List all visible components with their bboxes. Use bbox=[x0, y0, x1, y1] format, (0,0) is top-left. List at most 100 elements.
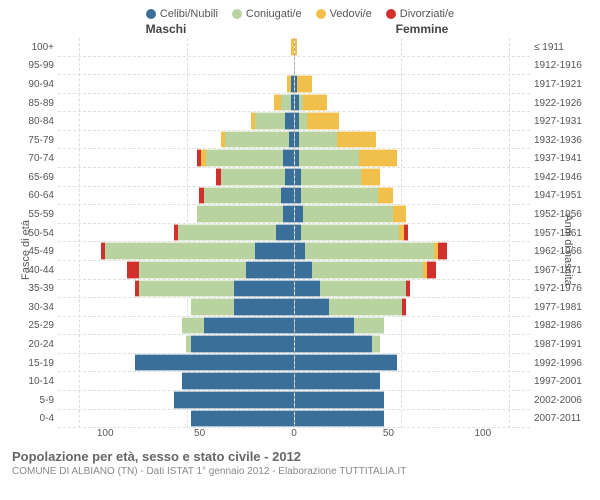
bar-segment bbox=[285, 112, 294, 130]
legend-item: Vedovi/e bbox=[316, 8, 372, 20]
age-label: 50-54 bbox=[12, 224, 58, 243]
birth-year-label: 1982-1986 bbox=[530, 317, 588, 336]
birth-year-axis: ≤ 19111912-19161917-19211922-19261927-19… bbox=[530, 38, 588, 428]
bar-segment bbox=[402, 298, 406, 316]
age-label: 80-84 bbox=[12, 112, 58, 131]
bar-row bbox=[58, 149, 530, 168]
bar-row bbox=[58, 205, 530, 224]
legend-swatch bbox=[316, 9, 326, 19]
bar-row bbox=[58, 298, 530, 317]
legend-swatch bbox=[232, 9, 242, 19]
birth-year-label: 1967-1971 bbox=[530, 261, 588, 280]
bar-segment bbox=[295, 354, 398, 372]
bar-segment bbox=[191, 335, 294, 353]
bar-segment bbox=[291, 75, 293, 93]
x-tick: 100 bbox=[436, 428, 530, 439]
bar-segment bbox=[139, 280, 233, 298]
bar-row bbox=[58, 280, 530, 299]
age-label: 100+ bbox=[12, 38, 58, 57]
bar-segment bbox=[295, 391, 385, 409]
male-bar bbox=[58, 205, 295, 223]
bar-segment bbox=[303, 94, 327, 112]
bar-row bbox=[58, 391, 530, 410]
bar-segment bbox=[301, 187, 378, 205]
male-bar bbox=[58, 317, 295, 335]
birth-year-label: 1942-1946 bbox=[530, 168, 588, 187]
bar-segment bbox=[295, 372, 381, 390]
female-bar bbox=[295, 280, 531, 298]
female-bar bbox=[295, 317, 531, 335]
right-axis-label: Anni di nascita bbox=[562, 214, 574, 286]
bar-segment bbox=[291, 94, 293, 112]
bar-row bbox=[58, 372, 530, 391]
birth-year-label: 1912-1916 bbox=[530, 57, 588, 76]
bar-segment bbox=[299, 112, 308, 130]
x-tick: 50 bbox=[152, 428, 246, 439]
female-bar bbox=[295, 149, 531, 167]
birth-year-label: 1972-1976 bbox=[530, 280, 588, 299]
bar-segment bbox=[234, 298, 294, 316]
birth-year-label: 2007-2011 bbox=[530, 410, 588, 429]
birth-year-label: 2002-2006 bbox=[530, 391, 588, 410]
male-bar bbox=[58, 94, 295, 112]
bar-segment bbox=[295, 335, 372, 353]
bar-segment bbox=[191, 298, 234, 316]
age-label: 95-99 bbox=[12, 57, 58, 76]
birth-year-label: 1992-1996 bbox=[530, 354, 588, 373]
female-bar bbox=[295, 94, 531, 112]
bar-segment bbox=[289, 131, 293, 149]
column-headers: Maschi Femmine bbox=[12, 22, 588, 36]
male-bar bbox=[58, 57, 295, 75]
age-label: 0-4 bbox=[12, 410, 58, 429]
male-bar bbox=[58, 335, 295, 353]
bar-row bbox=[58, 168, 530, 187]
bar-row bbox=[58, 57, 530, 76]
male-bar bbox=[58, 131, 295, 149]
bar-segment bbox=[295, 317, 355, 335]
chart-legend: Celibi/NubiliConiugati/eVedovi/eDivorzia… bbox=[12, 8, 588, 20]
bar-segment bbox=[291, 38, 293, 56]
female-bar bbox=[295, 242, 531, 260]
bar-segment bbox=[255, 242, 294, 260]
age-label: 55-59 bbox=[12, 205, 58, 224]
age-label: 15-19 bbox=[12, 354, 58, 373]
age-label: 25-29 bbox=[12, 317, 58, 336]
males-header: Maschi bbox=[58, 22, 294, 36]
bar-segment bbox=[178, 224, 276, 242]
age-axis: 100+95-9990-9485-8980-8475-7970-7465-696… bbox=[12, 38, 58, 428]
bar-segment bbox=[295, 298, 329, 316]
bar-row bbox=[58, 187, 530, 206]
birth-year-label: 1922-1926 bbox=[530, 94, 588, 113]
birth-year-label: 1947-1951 bbox=[530, 187, 588, 206]
age-label: 10-14 bbox=[12, 372, 58, 391]
bar-segment bbox=[359, 149, 398, 167]
bar-row bbox=[58, 317, 530, 336]
legend-label: Vedovi/e bbox=[330, 8, 372, 20]
legend-swatch bbox=[386, 9, 396, 19]
bar-segment bbox=[255, 112, 285, 130]
male-bar bbox=[58, 187, 295, 205]
birth-year-label: 1987-1991 bbox=[530, 335, 588, 354]
bar-segment bbox=[295, 242, 306, 260]
bar-segment bbox=[127, 261, 140, 279]
bar-row bbox=[58, 354, 530, 373]
bar-segment bbox=[406, 280, 410, 298]
male-bar bbox=[58, 168, 295, 186]
bar-segment bbox=[361, 168, 380, 186]
bar-segment bbox=[378, 187, 393, 205]
female-bar bbox=[295, 57, 531, 75]
age-label: 30-34 bbox=[12, 298, 58, 317]
bar-segment bbox=[312, 261, 423, 279]
bar-segment bbox=[337, 131, 376, 149]
age-label: 90-94 bbox=[12, 75, 58, 94]
birth-year-label: 1977-1981 bbox=[530, 298, 588, 317]
bar-segment bbox=[182, 372, 293, 390]
birth-year-label: 1937-1941 bbox=[530, 149, 588, 168]
bar-segment bbox=[234, 280, 294, 298]
bar-segment bbox=[225, 131, 289, 149]
female-bar bbox=[295, 391, 531, 409]
bar-segment bbox=[295, 261, 312, 279]
bar-segment bbox=[297, 75, 312, 93]
female-bar bbox=[295, 112, 531, 130]
age-label: 35-39 bbox=[12, 280, 58, 299]
